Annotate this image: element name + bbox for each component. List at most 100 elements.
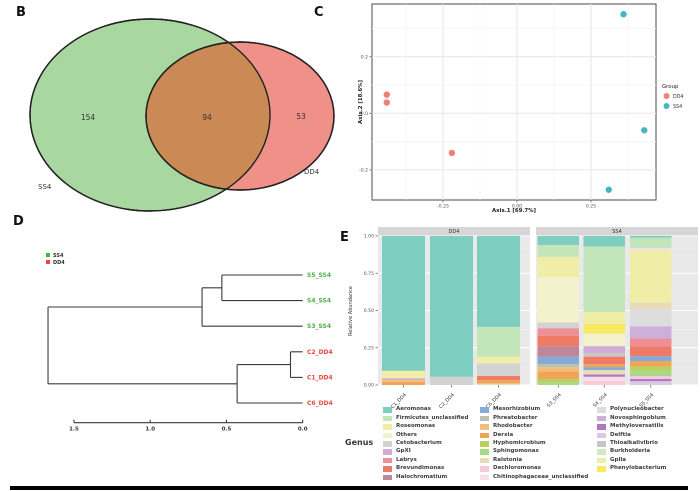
genus-label: Ralstonia <box>493 456 523 463</box>
genus-legend-item: Sphingomonas <box>480 448 588 456</box>
genus-swatch-Burkholderia <box>597 449 606 455</box>
venn-dd4-only-count: 53 <box>296 112 306 121</box>
dendro-leaf-label: S5_SS4 <box>307 272 331 279</box>
y-tick-label: 0.75 <box>364 271 374 277</box>
y-tick-label: 0.00 <box>364 383 374 389</box>
genus-legend-column: Polynucleobacter Novosphingobium Methylove… <box>597 406 666 473</box>
bar-segment-Aeromonas <box>382 236 425 371</box>
bar-segment-Brevundimonas <box>630 346 672 357</box>
bar-segment-Ralstonia <box>477 383 520 385</box>
panel-label-c: C <box>314 5 324 20</box>
data-point-SS4 <box>641 127 648 134</box>
bar-segment-Labrys <box>630 338 672 347</box>
pcoa-y-axis-title: Axis.2 [18.6%] <box>358 80 364 124</box>
bar-segment-Roseomonas <box>537 256 579 277</box>
genus-legend-item: Polynucleobacter <box>597 406 666 414</box>
bar-segment-Others <box>537 276 579 323</box>
genus-swatch-Chitinophagaceae_unclassified <box>480 474 489 481</box>
genus-legend-item: Novosphingobium <box>597 414 666 422</box>
dendro-leaf-label: C6_DD4 <box>307 400 333 407</box>
genus-legend-item: Firmicutes_unclassified <box>383 414 468 422</box>
bar-segment-Sphingomonas <box>630 370 672 377</box>
pcoa-panel-border <box>371 3 657 201</box>
bar-segment-Dechloromonas <box>630 376 672 380</box>
genus-swatch-Gplla <box>597 457 606 464</box>
genus-legend-title: Genus <box>345 438 374 447</box>
pcoa-scatter-plot: -0.25 0.00 0.25 0.2 0.0 -0.2 Axis.1 [69.7%] A… <box>358 3 683 214</box>
bar-segment-Brevundimonas <box>583 356 625 365</box>
genus-label: Gplla <box>610 456 626 463</box>
pcoa-legend: DD4 SS4 <box>663 93 683 110</box>
bar-segment-Methyloversatilis <box>630 379 672 382</box>
genus-legend-item: Methyloversatilis <box>597 423 666 431</box>
pcoa-plot-area: -0.25 0.00 0.25 0.2 0.0 -0.2 <box>359 3 657 210</box>
bar-segment-Delftia <box>630 381 672 385</box>
bar-segment-Chitinophagaceae_unclassified <box>630 248 672 251</box>
facet-strip-DD4 <box>378 227 530 236</box>
bar-segment-Cetobacterium <box>537 322 579 329</box>
genus-legend-item: Cetobacterium <box>383 440 468 448</box>
y-tick-label: 0.0 <box>361 111 368 117</box>
bar-segment-Derxia <box>583 364 625 368</box>
genus-swatch-Aeromonas <box>383 407 392 413</box>
legend-label-DD4: DD4 <box>673 94 683 100</box>
dendro-scale-label: 0.0 <box>298 427 308 433</box>
bar-segment-Thioalkalivibrio <box>583 352 625 357</box>
figure-bottom-rule <box>10 486 688 490</box>
bar-segment-Phreatobacter <box>537 364 579 368</box>
bar-segment-Ralstonia <box>630 302 672 310</box>
genus-label: Labrys <box>396 456 417 463</box>
bar-segment-Aeromonas <box>477 236 520 327</box>
legend-swatch-SS4 <box>663 103 670 109</box>
bar-segment-Labrys <box>537 328 579 336</box>
venn-diagram: 154 94 53 SS4 DD4 <box>29 18 335 212</box>
dendro-leaf-label: C2_DD4 <box>307 349 333 356</box>
genus-legend-item: Phreatobacter <box>480 414 588 422</box>
genus-swatch-Derxia <box>480 432 489 439</box>
genus-legend-item: Dechloromonas <box>480 465 588 473</box>
venn-overlap-count: 94 <box>202 113 212 122</box>
bar-segment-Aeromonas <box>537 236 579 245</box>
genus-legend-column: Mesorhizobium Phreatobacter Rhodobacter Der… <box>480 406 588 482</box>
venn-dd4-label: DD4 <box>304 168 320 176</box>
genus-label: Delftia <box>610 431 631 438</box>
bar-segment-Derxia <box>477 380 520 384</box>
bar-segment-Brevundimonas <box>537 335 579 347</box>
dendro-scale-label: 0.5 <box>222 427 232 433</box>
genus-legend-item: Halochromatium <box>383 473 468 481</box>
dendrogram-tree: S5_SS4 S4_SS4 S3_SS4 C2_DD4 C1_DD4 C6_DD4 SS4D… <box>46 253 333 433</box>
genus-swatch-Polynucleobacter <box>597 407 606 413</box>
genus-legend-item: Roseomonas <box>383 423 468 431</box>
bar-segment-Brevundimonas <box>477 376 520 381</box>
genus-legend-item: GpXI <box>383 448 468 456</box>
genus-label: Phreatobacter <box>493 414 538 421</box>
genus-legend-item: Aeromonas <box>383 406 468 414</box>
genus-swatch-Phreatobacter <box>480 415 489 422</box>
genus-swatch-Cetobacterium <box>383 441 392 447</box>
genus-label: Dechloromonas <box>493 465 542 472</box>
genus-label: Cetobacterium <box>396 440 442 446</box>
bar-segment-Novosphingobium <box>630 326 672 339</box>
bar-segment-Aeromonas <box>630 236 672 238</box>
genus-legend-item: Labrys <box>383 456 468 464</box>
bar-segment-Firmicutes_unclassified <box>583 246 625 312</box>
abundance-y-axis-title: Relative Abundance <box>348 286 354 336</box>
venn-ss4-only-count: 154 <box>81 113 96 122</box>
dendro-legend-label-DD4: DD4 <box>53 260 65 266</box>
genus-swatch-Dechloromonas <box>480 466 489 472</box>
genus-legend-item: Burkholderia <box>597 448 666 456</box>
bar-segment-Hyphomicrobium <box>630 366 672 371</box>
genus-label: Aeromonas <box>396 406 431 413</box>
bar-segment-Rhodobacter <box>382 380 425 383</box>
genus-label: Firmicutes_unclassified <box>396 414 469 421</box>
genus-label: Halochromatium <box>396 473 448 480</box>
genus-label: GpXI <box>396 448 411 455</box>
genus-legend-item: Hyphomicrobium <box>480 440 588 448</box>
x-tick-label: 0.00 <box>512 204 522 210</box>
data-point-DD4 <box>448 149 456 157</box>
dendro-scale-label: 1.5 <box>69 427 79 433</box>
bar-segment-Aeromonas <box>430 236 473 377</box>
genus-label: Polynucleobacter <box>610 406 664 413</box>
dendro-leaf-label: S3_SS4 <box>307 323 331 330</box>
